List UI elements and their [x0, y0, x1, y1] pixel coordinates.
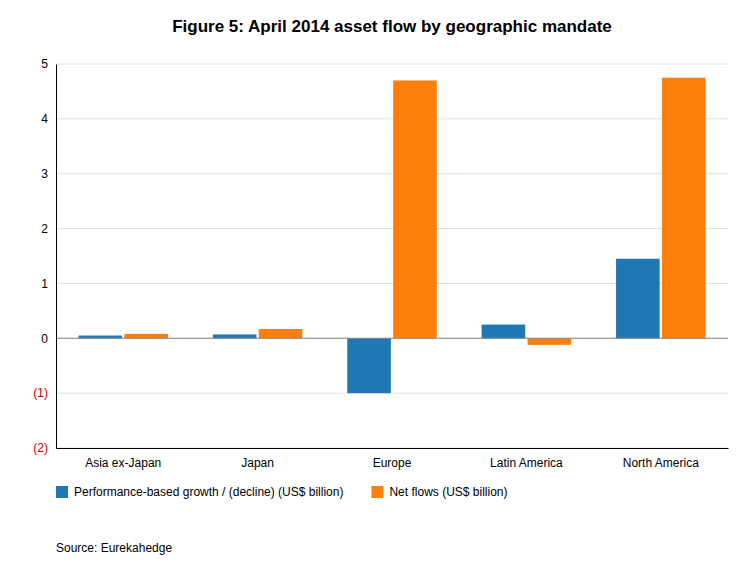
y-tick: 3: [41, 167, 56, 181]
bars: [78, 78, 705, 393]
x-tick: North America: [623, 448, 699, 470]
y-tick-label: 5: [41, 57, 48, 71]
annotation: Source: Eurekahedge: [56, 541, 172, 555]
y-tick: (1): [33, 386, 56, 400]
legend-swatch: [371, 486, 383, 498]
grid-line: [56, 64, 728, 65]
grid-line: [56, 393, 728, 394]
x-tick: Europe: [373, 448, 412, 470]
legend-swatch: [56, 486, 68, 498]
y-tick-label: 2: [41, 222, 48, 236]
legend-item: Net flows (US$ billion): [371, 485, 507, 499]
grid-line: [56, 338, 728, 339]
legend-item: Performance-based growth / (decline) (US…: [56, 485, 343, 499]
grid-line: [56, 448, 728, 449]
x-tick: Asia ex-Japan: [85, 448, 161, 470]
y-axis: (2) (1) 0 1 2 3 4 5: [33, 57, 56, 455]
x-axis-line: [57, 448, 729, 449]
x-tick: Japan: [241, 448, 274, 470]
bar: [482, 325, 526, 339]
plot: (2) (1) 0 1 2 3 4 5 Asia ex-Japan Japan Europe Lati…: [33, 57, 728, 469]
grid-line: [56, 118, 728, 119]
y-tick-label: 0: [41, 332, 48, 346]
y-tick: 0: [41, 332, 56, 346]
grid: [56, 64, 728, 448]
bar: [124, 334, 168, 338]
grid-line: [56, 173, 728, 174]
bar: [393, 80, 437, 338]
chart-container: Figure 5: April 2014 asset flow by geogr…: [0, 0, 752, 568]
bar: [259, 329, 303, 338]
bar: [347, 338, 391, 393]
chart-svg: Figure 5: April 2014 asset flow by geogr…: [0, 0, 752, 568]
x-tick-label: North America: [623, 456, 699, 470]
x-tick-label: Latin America: [490, 456, 563, 470]
legend: Performance-based growth / (decline) (US…: [56, 485, 508, 499]
bar: [213, 334, 257, 338]
legend-label: Net flows (US$ billion): [389, 485, 507, 499]
bar: [662, 78, 706, 339]
bar: [528, 338, 572, 345]
y-tick-label: (2): [33, 441, 48, 455]
x-tick: Latin America: [490, 448, 563, 470]
x-tick-label: Asia ex-Japan: [85, 456, 161, 470]
y-tick-label: 1: [41, 277, 48, 291]
y-tick: 4: [41, 112, 56, 126]
y-tick-label: 4: [41, 112, 48, 126]
legend-label: Performance-based growth / (decline) (US…: [74, 485, 343, 499]
y-axis-line: [56, 65, 57, 449]
x-tick-label: Europe: [373, 456, 412, 470]
x-axis: Asia ex-Japan Japan Europe Latin America Nor…: [57, 448, 729, 470]
bar-series: [124, 78, 705, 345]
y-tick: (2): [33, 441, 56, 455]
bar-series: [78, 259, 659, 393]
grid-line: [56, 228, 728, 229]
y-tick: 2: [41, 222, 56, 236]
y-tick-label: (1): [33, 386, 48, 400]
y-tick: 5: [41, 57, 56, 71]
chart-title: Figure 5: April 2014 asset flow by geogr…: [172, 17, 612, 36]
bar: [616, 259, 660, 339]
zero-line: [56, 338, 728, 339]
x-tick-label: Japan: [241, 456, 274, 470]
y-tick: 1: [41, 277, 56, 291]
y-tick-label: 3: [41, 167, 48, 181]
